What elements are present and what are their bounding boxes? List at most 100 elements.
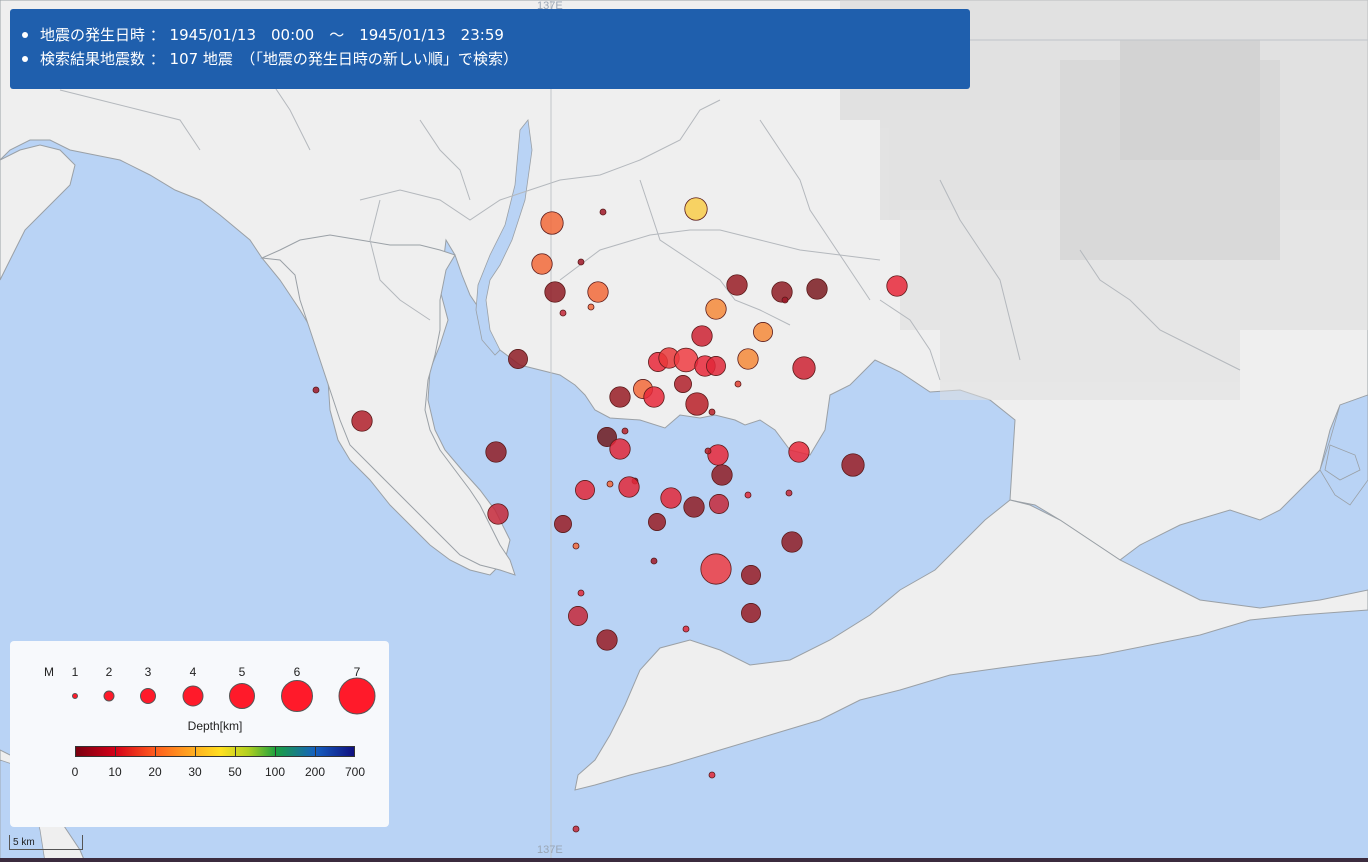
earthquake-marker[interactable]: [606, 480, 614, 488]
admin-boundaries: [59, 39, 1241, 381]
depth-tick: [155, 746, 156, 757]
earthquake-marker[interactable]: [351, 410, 373, 432]
earthquake-marker[interactable]: [660, 487, 682, 509]
earthquake-marker[interactable]: [792, 356, 816, 380]
earthquake-marker[interactable]: [684, 197, 708, 221]
mag-circle-7: [338, 677, 376, 715]
mag-label-2: 2: [105, 665, 113, 679]
earthquake-marker[interactable]: [734, 380, 742, 388]
earthquake-markers: [312, 197, 908, 833]
depth-color-bar: [75, 746, 355, 757]
earthquake-marker[interactable]: [737, 348, 759, 370]
mag-label-5: 5: [238, 665, 246, 679]
earthquake-marker[interactable]: [312, 386, 320, 394]
earthquake-marker[interactable]: [572, 825, 580, 833]
mag-label-6: 6: [293, 665, 301, 679]
earthquake-marker[interactable]: [700, 553, 732, 585]
earthquake-marker[interactable]: [685, 392, 709, 416]
earthquake-marker[interactable]: [744, 491, 752, 499]
earthquake-marker[interactable]: [726, 274, 748, 296]
depth-label-100: 100: [264, 765, 286, 779]
earthquake-marker[interactable]: [609, 438, 631, 460]
earthquake-marker[interactable]: [487, 503, 509, 525]
earthquake-marker[interactable]: [806, 278, 828, 300]
earthquake-marker[interactable]: [788, 441, 810, 463]
depth-tick: [275, 746, 276, 757]
earthquake-marker[interactable]: [704, 447, 712, 455]
earthquake-marker[interactable]: [711, 464, 733, 486]
earthquake-marker[interactable]: [577, 589, 585, 597]
earthquake-marker[interactable]: [587, 281, 609, 303]
earthquake-marker[interactable]: [781, 296, 789, 304]
earthquake-marker[interactable]: [643, 386, 665, 408]
earthquake-marker[interactable]: [597, 427, 617, 447]
earthquake-marker[interactable]: [674, 375, 692, 393]
earthquake-marker[interactable]: [559, 309, 567, 317]
earthquake-marker[interactable]: [682, 625, 690, 633]
mag-circle-1: [72, 693, 78, 699]
earthquake-marker[interactable]: [741, 603, 761, 623]
earthquake-marker[interactable]: [648, 513, 666, 531]
magnitude-label: M: [44, 665, 54, 679]
depth-tick: [235, 746, 236, 757]
info-row-datetime: 地震の発生日時 ： 1945/01/13 00:00 ～ 1945/01/13 …: [22, 23, 970, 47]
earthquake-marker[interactable]: [673, 347, 699, 373]
depth-title: Depth[km]: [187, 719, 243, 733]
earthquake-marker[interactable]: [650, 557, 658, 565]
bottom-strip: [0, 858, 1368, 862]
earthquake-marker[interactable]: [683, 496, 705, 518]
earthquake-marker[interactable]: [708, 771, 716, 779]
earthquake-marker[interactable]: [485, 441, 507, 463]
scale-label: 5 km: [13, 837, 35, 848]
bullet-icon: [22, 56, 28, 62]
earthquake-marker[interactable]: [508, 349, 528, 369]
legend-panel: M 1 2 3 4 5 6 7 Depth[km] 0 10 20 30 50 …: [10, 641, 389, 827]
depth-label-700: 700: [344, 765, 366, 779]
earthquake-marker[interactable]: [572, 542, 580, 550]
earthquake-marker[interactable]: [577, 258, 585, 266]
earthquake-marker[interactable]: [705, 298, 727, 320]
earthquake-marker[interactable]: [596, 629, 618, 651]
mag-label-3: 3: [144, 665, 152, 679]
earthquake-marker[interactable]: [708, 408, 716, 416]
mag-label-1: 1: [71, 665, 79, 679]
mag-circle-5: [229, 683, 255, 709]
mag-label-4: 4: [189, 665, 197, 679]
earthquake-marker[interactable]: [691, 325, 713, 347]
depth-label-20: 20: [148, 765, 162, 779]
earthquake-marker[interactable]: [531, 253, 553, 275]
depth-label-0: 0: [71, 765, 79, 779]
earthquake-marker[interactable]: [785, 489, 793, 497]
earthquake-marker[interactable]: [709, 494, 729, 514]
earthquake-marker[interactable]: [599, 208, 607, 216]
earthquake-marker[interactable]: [886, 275, 908, 297]
earthquake-marker[interactable]: [554, 515, 572, 533]
mag-label-7: 7: [353, 665, 361, 679]
depth-tick: [195, 746, 196, 757]
earthquake-marker[interactable]: [753, 322, 773, 342]
earthquake-marker[interactable]: [771, 281, 793, 303]
earthquake-marker[interactable]: [609, 386, 631, 408]
depth-label-200: 200: [304, 765, 326, 779]
earthquake-marker[interactable]: [781, 531, 803, 553]
earthquake-marker[interactable]: [706, 356, 726, 376]
depth-label-10: 10: [108, 765, 122, 779]
depth-label-50: 50: [228, 765, 242, 779]
mag-circle-3: [140, 688, 156, 704]
info-datetime-text: 地震の発生日時 ： 1945/01/13 00:00 ～ 1945/01/13 …: [40, 26, 504, 44]
bullet-icon: [22, 32, 28, 38]
earthquake-marker[interactable]: [544, 281, 566, 303]
scale-bar: 5 km: [9, 835, 83, 850]
earthquake-marker[interactable]: [575, 480, 595, 500]
depth-label-30: 30: [188, 765, 202, 779]
earthquake-marker[interactable]: [568, 606, 588, 626]
earthquake-marker[interactable]: [621, 427, 629, 435]
earthquake-marker[interactable]: [707, 444, 729, 466]
earthquake-marker[interactable]: [618, 476, 640, 498]
mag-circle-6: [281, 680, 313, 712]
earthquake-marker[interactable]: [587, 303, 595, 311]
earthquake-marker[interactable]: [540, 211, 564, 235]
earthquake-marker[interactable]: [741, 565, 761, 585]
earthquake-marker[interactable]: [841, 453, 865, 477]
land-west-coast: [0, 144, 76, 281]
